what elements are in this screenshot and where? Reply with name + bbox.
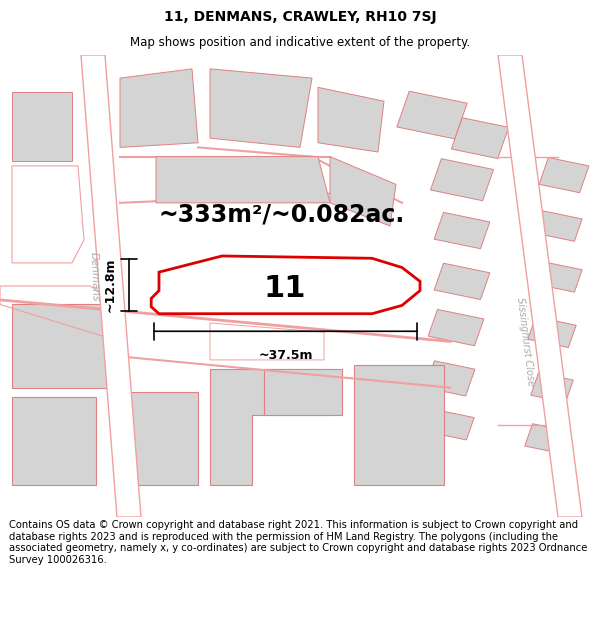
Polygon shape: [264, 369, 342, 416]
Polygon shape: [120, 69, 198, 148]
Text: Denmans: Denmans: [89, 252, 101, 302]
Polygon shape: [12, 397, 96, 484]
Bar: [531, 373, 573, 402]
Text: ~37.5m: ~37.5m: [259, 349, 313, 362]
Bar: [539, 158, 589, 192]
Bar: [426, 409, 474, 440]
Bar: [425, 361, 475, 396]
Polygon shape: [210, 369, 330, 484]
Bar: [534, 261, 582, 292]
Text: ~333m²/~0.082ac.: ~333m²/~0.082ac.: [159, 202, 405, 226]
Bar: [434, 213, 490, 249]
Text: 11: 11: [264, 274, 306, 302]
Text: Contains OS data © Crown copyright and database right 2021. This information is : Contains OS data © Crown copyright and d…: [9, 520, 587, 565]
Bar: [428, 309, 484, 346]
Polygon shape: [12, 92, 72, 161]
Polygon shape: [151, 256, 420, 314]
Text: ~12.8m: ~12.8m: [104, 258, 117, 312]
Polygon shape: [498, 55, 582, 517]
Bar: [534, 211, 582, 241]
Polygon shape: [156, 157, 330, 203]
Bar: [525, 424, 567, 453]
Bar: [434, 263, 490, 299]
Polygon shape: [318, 88, 384, 152]
Text: 11, DENMANS, CRAWLEY, RH10 7SJ: 11, DENMANS, CRAWLEY, RH10 7SJ: [164, 10, 436, 24]
Bar: [451, 118, 509, 159]
Polygon shape: [81, 55, 141, 517]
Polygon shape: [12, 304, 108, 388]
Polygon shape: [126, 392, 198, 484]
Polygon shape: [354, 364, 444, 484]
Text: Sissinghurst Close: Sissinghurst Close: [515, 296, 535, 386]
Bar: [528, 317, 576, 348]
Bar: [430, 159, 494, 201]
Text: Map shows position and indicative extent of the property.: Map shows position and indicative extent…: [130, 36, 470, 49]
Bar: [397, 91, 467, 139]
Polygon shape: [330, 157, 396, 226]
Polygon shape: [210, 69, 312, 148]
